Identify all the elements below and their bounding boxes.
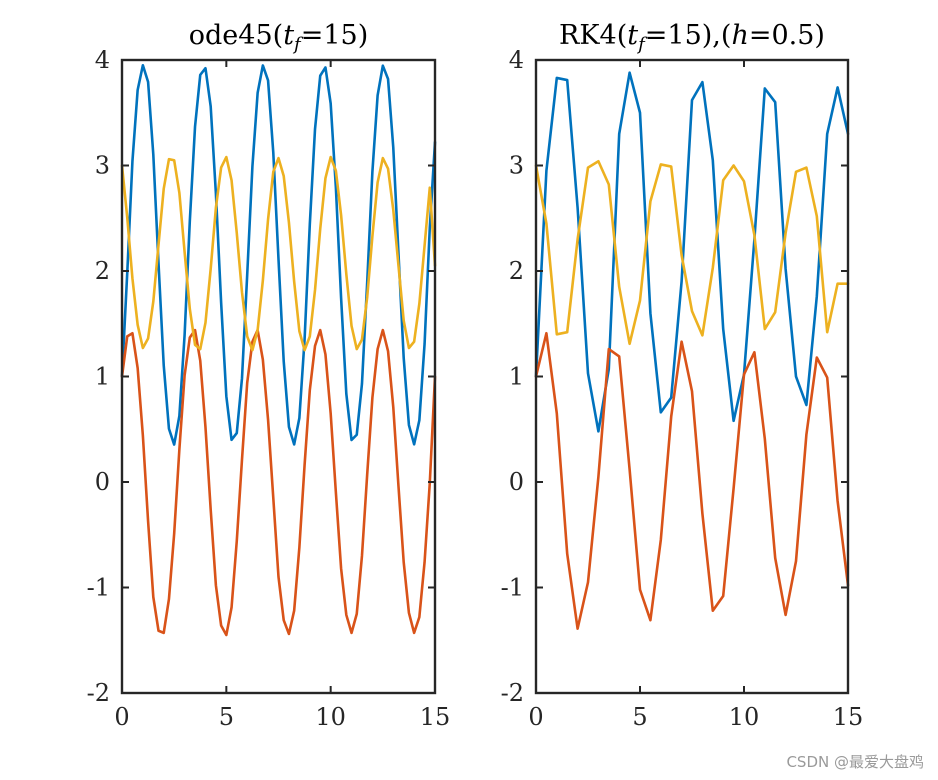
y-tick-label: 0 xyxy=(95,468,110,496)
series-line-1 xyxy=(120,63,437,446)
y-tick-label: -1 xyxy=(501,574,524,602)
series-line-2 xyxy=(534,331,850,630)
x-tick-label: 5 xyxy=(632,703,647,731)
series-line-1 xyxy=(534,71,850,433)
y-tick-label: 2 xyxy=(509,257,524,285)
x-tick-label: 5 xyxy=(219,703,234,731)
axes-box xyxy=(534,58,850,695)
x-tick-label: 0 xyxy=(114,703,129,731)
axes-2: 0 5 10 15 -2 -1 0 1 2 3 4 RK4(tf=15),(h=0.5) xyxy=(501,20,864,731)
y-tick-label: -2 xyxy=(501,679,524,707)
y-tick-label: -1 xyxy=(87,574,110,602)
x-tick-label: 15 xyxy=(420,703,451,731)
x-tick-label: 10 xyxy=(729,703,760,731)
series-line-3 xyxy=(120,155,437,352)
y-tick-label: 1 xyxy=(95,363,110,391)
axes-1: 0 5 10 15 -2 -1 0 1 2 3 4 ode45(tf=15) xyxy=(87,20,451,731)
y-tick-label: 2 xyxy=(95,257,110,285)
x-tick-label: 0 xyxy=(528,703,543,731)
chart-title: RK4(tf=15),(h=0.5) xyxy=(559,20,825,55)
y-tick-label: 3 xyxy=(95,152,110,180)
y-tick-label: 0 xyxy=(509,468,524,496)
x-tick-label: 15 xyxy=(833,703,864,731)
y-tick-label: 3 xyxy=(509,152,524,180)
y-tick-label: -2 xyxy=(87,679,110,707)
chart-title: ode45(tf=15) xyxy=(189,20,368,55)
y-tick-label: 4 xyxy=(95,46,110,74)
y-tick-label: 4 xyxy=(509,46,524,74)
watermark-text: CSDN @最爱大盘鸡 xyxy=(786,753,924,771)
series-line-2 xyxy=(120,328,437,637)
series-line-3 xyxy=(534,159,850,346)
y-tick-label: 1 xyxy=(509,363,524,391)
x-tick-label: 10 xyxy=(315,703,346,731)
